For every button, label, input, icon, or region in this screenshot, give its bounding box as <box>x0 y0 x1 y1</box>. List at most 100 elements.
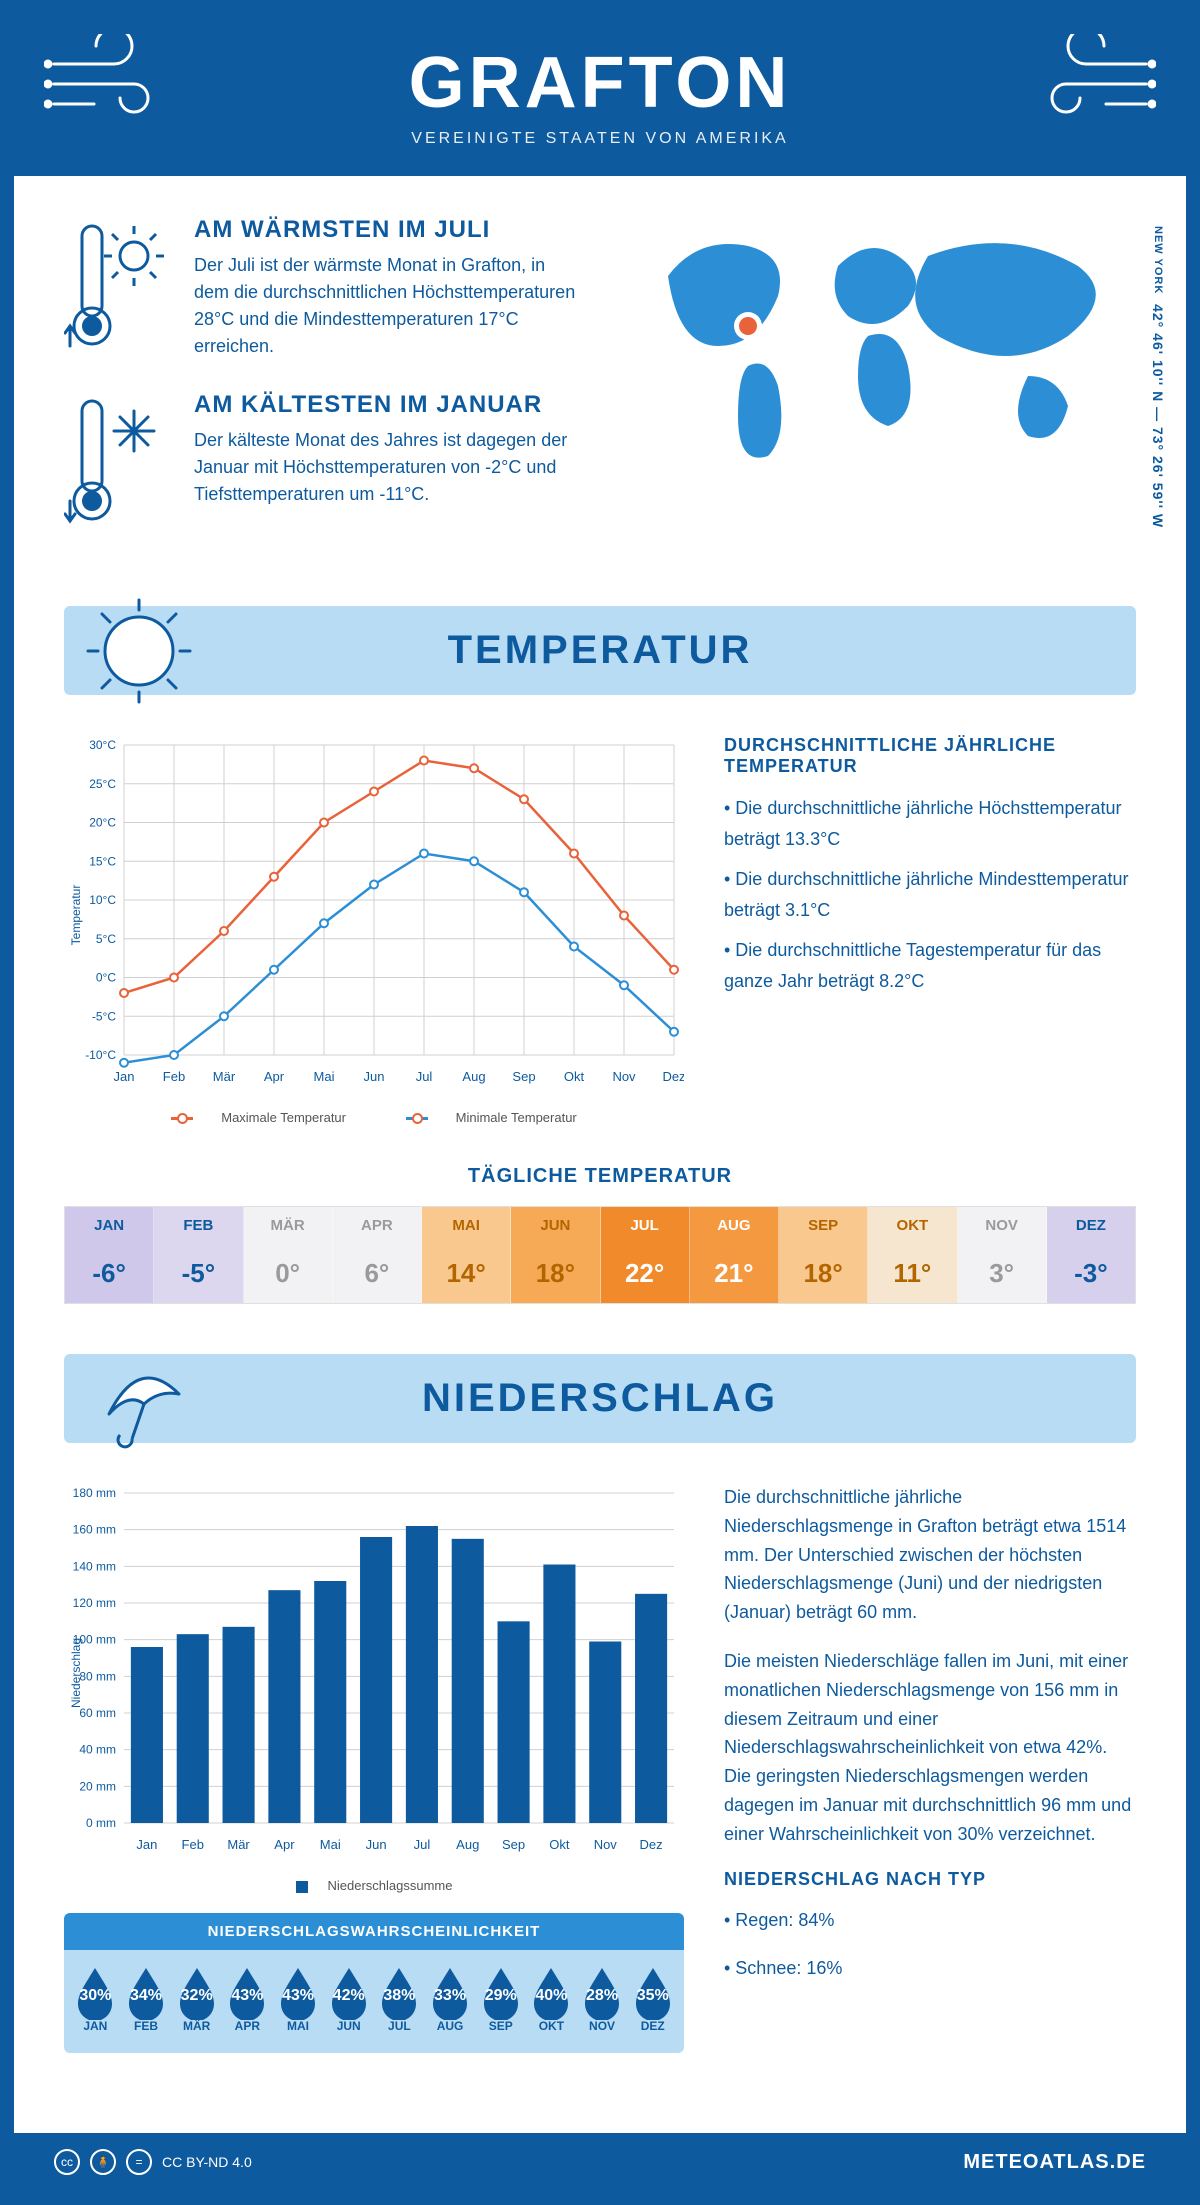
svg-text:Mai: Mai <box>314 1069 335 1084</box>
svg-text:Feb: Feb <box>182 1837 204 1852</box>
sun-icon <box>84 596 194 706</box>
prob-title: NIEDERSCHLAGSWAHRSCHEINLICHKEIT <box>64 1913 684 1950</box>
precip-chart-legend: Niederschlagssumme <box>64 1878 684 1893</box>
month-cell: APR6° <box>333 1207 422 1303</box>
svg-text:-5°C: -5°C <box>92 1009 116 1023</box>
svg-text:Mär: Mär <box>213 1069 236 1084</box>
svg-text:Temperatur: Temperatur <box>69 885 83 946</box>
svg-text:160 mm: 160 mm <box>73 1523 116 1537</box>
temperature-section-header: TEMPERATUR <box>64 606 1136 695</box>
precip-text-1: Die durchschnittliche jährliche Niedersc… <box>724 1483 1136 1627</box>
drop-month: JUN <box>323 2019 374 2033</box>
month-cell: JUL22° <box>601 1207 690 1303</box>
drop-item: 30%JAN <box>70 1964 121 2033</box>
drop-month: OKT <box>526 2019 577 2033</box>
drop-month: DEZ <box>627 2019 678 2033</box>
svg-text:5°C: 5°C <box>96 932 116 946</box>
wind-icon <box>44 34 184 124</box>
probability-drops: 30%JAN34%FEB32%MÄR43%APR43%MAI42%JUN38%J… <box>64 1950 684 2039</box>
svg-text:Apr: Apr <box>264 1069 285 1084</box>
drop-month: NOV <box>577 2019 628 2033</box>
section-title: NIEDERSCHLAG <box>64 1376 1136 1421</box>
svg-text:80 mm: 80 mm <box>79 1669 116 1683</box>
svg-text:Jan: Jan <box>114 1069 135 1084</box>
svg-text:Niederschlag: Niederschlag <box>69 1638 83 1708</box>
precip-type-title: NIEDERSCHLAG NACH TYP <box>724 1869 1136 1890</box>
precip-type-bullets: • Regen: 84%• Schnee: 16% <box>724 1906 1136 1984</box>
month-value: 18° <box>511 1244 599 1303</box>
month-value: 0° <box>244 1244 332 1303</box>
wind-icon <box>1016 34 1156 124</box>
bullet: • Schnee: 16% <box>724 1954 1136 1983</box>
drop-month: MÄR <box>171 2019 222 2033</box>
month-value: 3° <box>958 1244 1046 1303</box>
month-label: FEB <box>154 1207 242 1244</box>
svg-text:Sep: Sep <box>502 1837 525 1852</box>
svg-text:15°C: 15°C <box>89 854 116 868</box>
temperature-line-chart: -10°C-5°C0°C5°C10°C15°C20°C25°C30°CJanFe… <box>64 735 684 1095</box>
drop-month: SEP <box>475 2019 526 2033</box>
brand: METEOATLAS.DE <box>963 2151 1146 2174</box>
temp-chart-legend: .lg-swatch:nth-of-type(1)::after{border-… <box>64 1110 684 1125</box>
month-label: MAI <box>422 1207 510 1244</box>
month-cell: AUG21° <box>690 1207 779 1303</box>
warmest-title: AM WÄRMSTEN IM JULI <box>194 216 580 244</box>
drop-pct: 28% <box>577 1987 628 2005</box>
svg-text:Sep: Sep <box>512 1069 535 1084</box>
coldest-text: Der kälteste Monat des Jahres ist dagege… <box>194 427 580 508</box>
month-value: -3° <box>1047 1244 1135 1303</box>
svg-text:Nov: Nov <box>612 1069 636 1084</box>
month-label: NOV <box>958 1207 1046 1244</box>
svg-text:180 mm: 180 mm <box>73 1486 116 1500</box>
coldest-title: AM KÄLTESTEN IM JANUAR <box>194 391 580 419</box>
month-label: JAN <box>65 1207 153 1244</box>
bullet: • Die durchschnittliche jährliche Höchst… <box>724 793 1136 854</box>
drop-month: MAI <box>273 2019 324 2033</box>
month-value: 18° <box>779 1244 867 1303</box>
drop-pct: 34% <box>121 1987 172 2005</box>
coordinates: NEW YORK 42° 46' 10'' N — 73° 26' 59'' W <box>1150 226 1166 528</box>
drop-item: 34% FEB <box>121 1964 172 2033</box>
month-value: 14° <box>422 1244 510 1303</box>
svg-text:Aug: Aug <box>462 1069 485 1084</box>
daily-temperature-table: JAN-6°FEB-5°MÄR0°APR6°MAI14°JUN18°JUL22°… <box>64 1206 1136 1304</box>
section-title: TEMPERATUR <box>64 628 1136 673</box>
cc-icon: cc <box>54 2149 80 2175</box>
thermometer-hot-icon <box>64 216 174 356</box>
month-label: APR <box>333 1207 421 1244</box>
drop-pct: 32% <box>171 1987 222 2005</box>
by-icon: 🧍 <box>90 2149 116 2175</box>
temp-bullets: • Die durchschnittliche jährliche Höchst… <box>724 793 1136 997</box>
svg-text:Jul: Jul <box>414 1837 431 1852</box>
license: cc 🧍 = CC BY-ND 4.0 <box>54 2149 252 2175</box>
svg-text:Okt: Okt <box>564 1069 585 1084</box>
drop-month: FEB <box>121 2019 172 2033</box>
intro-section: AM WÄRMSTEN IM JULI Der Juli ist der wär… <box>64 216 1136 566</box>
svg-text:Dez: Dez <box>662 1069 684 1084</box>
drop-pct: 29% <box>475 1987 526 2005</box>
thermometer-cold-icon <box>64 391 174 531</box>
svg-text:-10°C: -10°C <box>85 1048 116 1062</box>
drop-item: 43%MAI <box>273 1964 324 2033</box>
svg-text:Jun: Jun <box>366 1837 387 1852</box>
precipitation-section-header: NIEDERSCHLAG <box>64 1354 1136 1443</box>
month-label: OKT <box>868 1207 956 1244</box>
svg-text:30°C: 30°C <box>89 738 116 752</box>
svg-text:25°C: 25°C <box>89 777 116 791</box>
svg-text:Dez: Dez <box>640 1837 663 1852</box>
infographic-frame: GRAFTON VEREINIGTE STAATEN VON AMERIKA <box>0 0 1200 2205</box>
month-cell: DEZ-3° <box>1047 1207 1135 1303</box>
month-cell: MAI14° <box>422 1207 511 1303</box>
month-value: -6° <box>65 1244 153 1303</box>
month-label: AUG <box>690 1207 778 1244</box>
drop-item: 35% DEZ <box>627 1964 678 2033</box>
drop-pct: 35% <box>627 1987 678 2005</box>
page-title: GRAFTON <box>54 42 1146 124</box>
content: AM WÄRMSTEN IM JULI Der Juli ist der wär… <box>14 176 1186 2093</box>
drop-month: AUG <box>425 2019 476 2033</box>
world-map-icon <box>620 216 1136 496</box>
month-label: DEZ <box>1047 1207 1135 1244</box>
drop-item: 33%AUG <box>425 1964 476 2033</box>
drop-pct: 40% <box>526 1987 577 2005</box>
warmest-fact: AM WÄRMSTEN IM JULI Der Juli ist der wär… <box>64 216 580 361</box>
